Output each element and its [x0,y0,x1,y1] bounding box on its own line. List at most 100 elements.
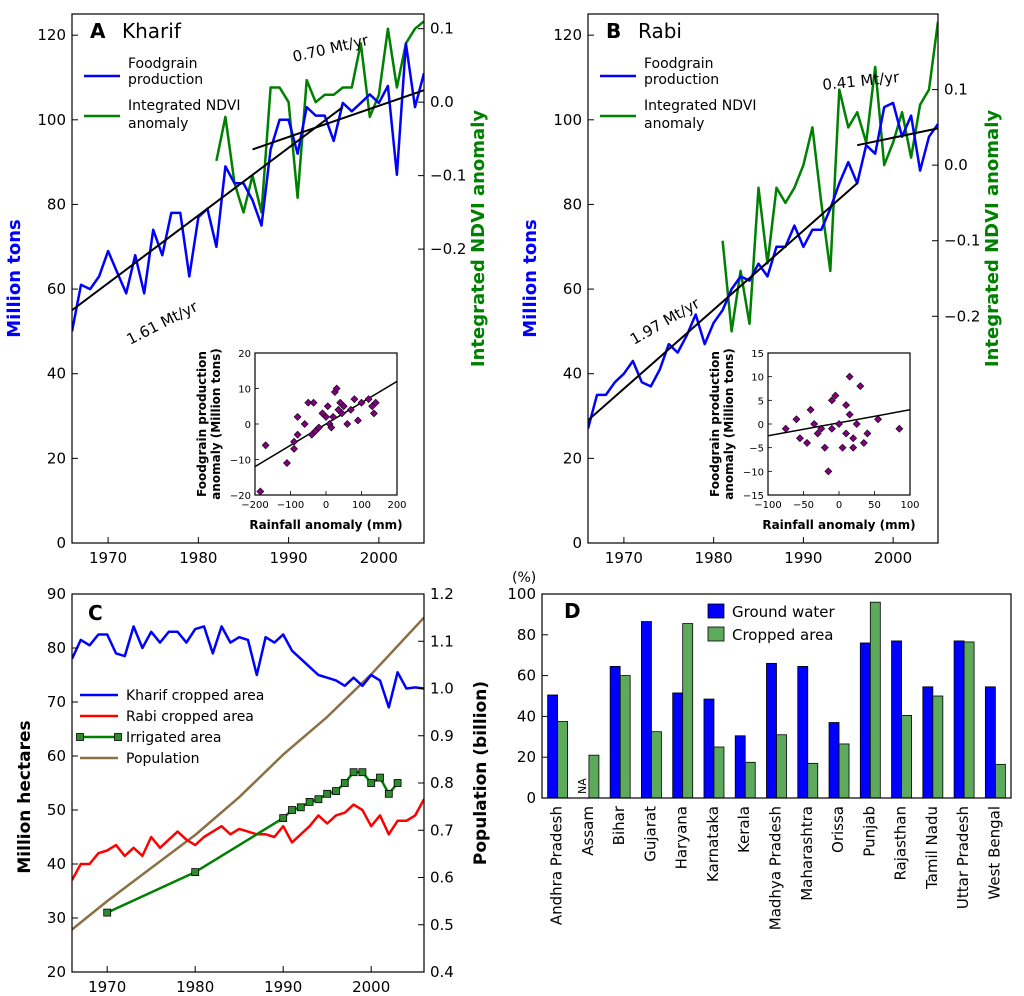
inset-xtick-label: 0 [836,500,842,511]
legend-label: Cropped area [732,626,834,644]
A-ytick-label: 80 [47,195,66,213]
irrigated-area-marker [279,814,288,822]
legend-label: Ground water [732,603,836,621]
bar-ground-water [984,686,996,799]
y2-axis-label: Integrated NDVI anomaly [982,110,1003,367]
inset-point [852,420,861,428]
bar-cropped-area [869,601,881,799]
A-xtick-label: 1970 [89,549,127,567]
irrigated-area-marker [191,868,200,876]
C-ytick-label: 50 [47,801,66,819]
inset-point [820,443,829,452]
bar-cropped-area [932,695,944,799]
C-xtick-label: 1980 [176,978,214,996]
inset-point [283,459,291,467]
category-label: Madhya Pradesh [767,806,785,930]
inset-point [895,424,904,433]
bar-ground-water [922,686,934,799]
irrigated-area-marker [393,779,402,787]
inset-point [290,444,298,453]
legend-swatch [707,603,725,619]
bar-cropped-area [776,734,787,799]
inset-point [796,434,804,443]
bar-cropped-area [682,623,694,799]
B-ytick-label: 20 [563,449,582,467]
bar-ground-water [797,666,809,799]
bar-ground-water [828,722,840,799]
inset-point [309,398,318,407]
panel-letter: D [564,599,581,623]
inset-point [323,402,332,411]
category-label: Bihar [610,805,628,845]
irrigated-area-marker [358,768,367,777]
C-y2tick-label: 0.6 [430,869,454,887]
inset-point [842,429,851,438]
bar-cropped-area [744,761,756,799]
inset-point [327,423,336,432]
D-ytick-label: 20 [517,748,536,766]
plot-area-B [588,21,938,430]
A-ytick-label: 20 [47,449,66,467]
y-unit-label: (%) [512,570,536,586]
inset-point [339,402,348,411]
A-y2tick-label: −0.2 [430,240,466,258]
A-ytick-label: 100 [37,111,66,129]
category-label: Kerala [735,806,753,853]
A-y2tick-label: 0.0 [430,93,454,111]
C-y2tick-label: 1.2 [430,585,454,603]
category-label: Rajasthan [892,806,910,881]
inset-point [332,384,341,393]
C-y2tick-label: 0.9 [430,727,454,745]
bar-cropped-area [994,763,1006,799]
legend-label-ndvi: Integrated NDVI [128,98,240,114]
D-ytick-label: 40 [517,707,536,725]
inset-x-axis-label: Rainfall anomaly (mm) [762,518,915,532]
irrigated-area-marker [332,787,340,795]
inset-point [810,420,819,428]
panel-letter: C [88,601,103,625]
panel-C: 20 30 40 50 60 70 80 90 0.4 0.5 0.6 0.7 0.8 0.9 1.0 1.1… [15,585,491,996]
C-xtick-label: 1970 [88,978,126,996]
inset-point [838,443,847,452]
inset-point [845,372,854,381]
trend-line-1 [72,106,344,312]
inset-xtick-label: 50 [868,500,881,511]
bar-ground-water [953,640,965,799]
C-ytick-label: 80 [47,639,66,657]
y2-axis-label: Population (billion) [471,681,491,865]
inset-point [849,434,858,443]
A-ytick-label: 40 [47,365,66,383]
inset-point [813,429,822,438]
inset-ytick-label: 10 [751,373,764,384]
foodgrain-production-line [588,101,938,430]
inset-point [322,412,330,421]
bar-ground-water [703,698,715,799]
bar-cropped-area [713,746,725,799]
B-ytick-label: 80 [563,195,582,213]
trend-label-1: 1.61 Mt/yr [124,297,202,348]
inset-point [300,420,309,428]
bar-ground-water [734,735,746,799]
foodgrain-production-line [72,42,424,332]
D-ytick-label: 60 [517,667,536,685]
kharif-area-line [72,625,424,709]
bar-cropped-area [963,641,975,799]
category-label: Assam [579,806,597,856]
category-label: Uttar Pradesh [954,806,972,909]
inset-xtick-label: −50 [793,500,814,511]
B-ytick-label: 100 [553,111,582,129]
inset-point [845,410,854,419]
bar-ground-water [609,666,621,799]
inset-point [371,398,380,407]
inset-plot-area [768,372,910,476]
plot-area-A [72,20,424,332]
trend-label-2: 0.41 Mt/yr [822,68,901,94]
A-y2tick-label: 0.1 [430,20,454,38]
legend-label: Kharif cropped area [126,688,264,704]
inset-ytick-label: −10 [230,456,251,467]
inset-point [346,405,355,414]
